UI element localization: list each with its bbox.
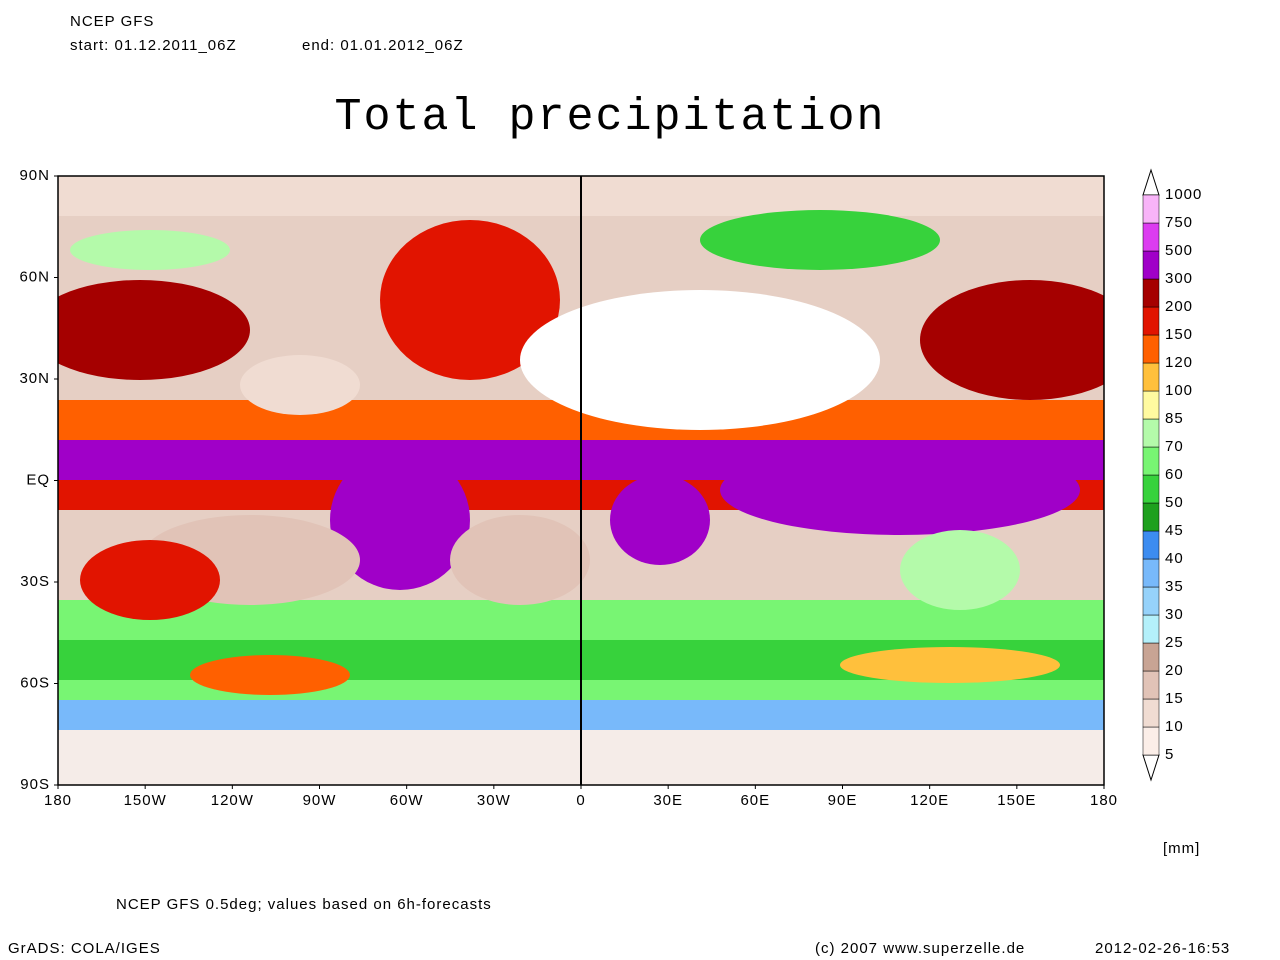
lon-label: 150W bbox=[124, 792, 167, 809]
lat-label: 90S bbox=[20, 776, 50, 793]
colorbar-label: 25 bbox=[1165, 634, 1184, 651]
colorbar-label: 5 bbox=[1165, 746, 1174, 763]
lon-label: 120W bbox=[211, 792, 254, 809]
lon-label: 0 bbox=[576, 792, 585, 809]
colorbar-label: 15 bbox=[1165, 690, 1184, 707]
colorbar-label: 1000 bbox=[1165, 186, 1202, 203]
lat-label: 90N bbox=[19, 167, 50, 184]
start-label: start: 01.12.2011_06Z bbox=[70, 37, 237, 54]
colorbar-label: 50 bbox=[1165, 494, 1184, 511]
colorbar-label: 200 bbox=[1165, 298, 1193, 315]
colorbar-box bbox=[1142, 194, 1160, 224]
colorbar-label: 60 bbox=[1165, 466, 1184, 483]
colorbar-label: 150 bbox=[1165, 326, 1193, 343]
colorbar-box bbox=[1142, 250, 1160, 280]
colorbar-label: 45 bbox=[1165, 522, 1184, 539]
lon-label: 180 bbox=[1090, 792, 1118, 809]
lon-label: 90E bbox=[828, 792, 858, 809]
end-label: end: 01.01.2012_06Z bbox=[302, 37, 464, 54]
colorbar-label: 500 bbox=[1165, 242, 1193, 259]
colorbar-box bbox=[1142, 502, 1160, 532]
lon-label: 120E bbox=[910, 792, 949, 809]
colorbar-box bbox=[1142, 642, 1160, 672]
colorbar-box bbox=[1142, 418, 1160, 448]
lat-label: EQ bbox=[26, 471, 50, 488]
colorbar-box bbox=[1142, 558, 1160, 588]
lon-label: 60W bbox=[390, 792, 424, 809]
precip-field bbox=[58, 176, 1104, 785]
colorbar-box bbox=[1142, 474, 1160, 504]
timestamp: 2012-02-26-16:53 bbox=[1095, 940, 1230, 957]
colorbar-box bbox=[1142, 530, 1160, 560]
colorbar-label: 40 bbox=[1165, 550, 1184, 567]
colorbar-label: 10 bbox=[1165, 718, 1184, 735]
colorbar-label: 120 bbox=[1165, 354, 1193, 371]
colorbar-bottom-arrow bbox=[1142, 754, 1160, 782]
colorbar-label: 750 bbox=[1165, 214, 1193, 231]
colorbar-box bbox=[1142, 698, 1160, 728]
colorbar-box bbox=[1142, 586, 1160, 616]
model-label: NCEP GFS bbox=[70, 13, 154, 30]
title: Total precipitation bbox=[334, 92, 885, 143]
colorbar-label: 100 bbox=[1165, 382, 1193, 399]
colorbar-box bbox=[1142, 278, 1160, 308]
lon-label: 30W bbox=[477, 792, 511, 809]
footer-note: NCEP GFS 0.5deg; values based on 6h-fore… bbox=[116, 896, 492, 913]
colorbar-label: 300 bbox=[1165, 270, 1193, 287]
lat-label: 30N bbox=[19, 370, 50, 387]
lat-label: 60S bbox=[20, 674, 50, 691]
colorbar-box bbox=[1142, 726, 1160, 756]
lon-label: 150E bbox=[997, 792, 1036, 809]
lon-label: 60E bbox=[740, 792, 770, 809]
colorbar-box bbox=[1142, 222, 1160, 252]
lat-label: 60N bbox=[19, 268, 50, 285]
colorbar-box bbox=[1142, 446, 1160, 476]
lon-label: 30E bbox=[653, 792, 683, 809]
unit-label: [mm] bbox=[1163, 840, 1200, 857]
colorbar-box bbox=[1142, 670, 1160, 700]
colorbar-box bbox=[1142, 362, 1160, 392]
lon-label: 180 bbox=[44, 792, 72, 809]
colorbar-box bbox=[1142, 614, 1160, 644]
colorbar-box bbox=[1142, 390, 1160, 420]
lat-label: 30S bbox=[20, 573, 50, 590]
colorbar-box bbox=[1142, 306, 1160, 336]
lon-label: 90W bbox=[303, 792, 337, 809]
colorbar-label: 20 bbox=[1165, 662, 1184, 679]
colorbar-label: 35 bbox=[1165, 578, 1184, 595]
colorbar-label: 30 bbox=[1165, 606, 1184, 623]
colorbar-box bbox=[1142, 334, 1160, 364]
copyright: (c) 2007 www.superzelle.de bbox=[815, 940, 1025, 957]
colorbar-label: 70 bbox=[1165, 438, 1184, 455]
colorbar-label: 85 bbox=[1165, 410, 1184, 427]
software-credit: GrADS: COLA/IGES bbox=[8, 940, 161, 957]
colorbar-top-arrow bbox=[1142, 168, 1160, 196]
